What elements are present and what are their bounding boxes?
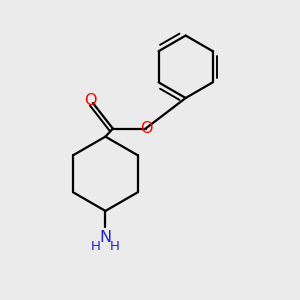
Text: N: N [99, 230, 112, 245]
Text: O: O [84, 93, 97, 108]
Text: H: H [110, 240, 120, 253]
Text: H: H [91, 240, 101, 253]
Text: O: O [140, 121, 152, 136]
